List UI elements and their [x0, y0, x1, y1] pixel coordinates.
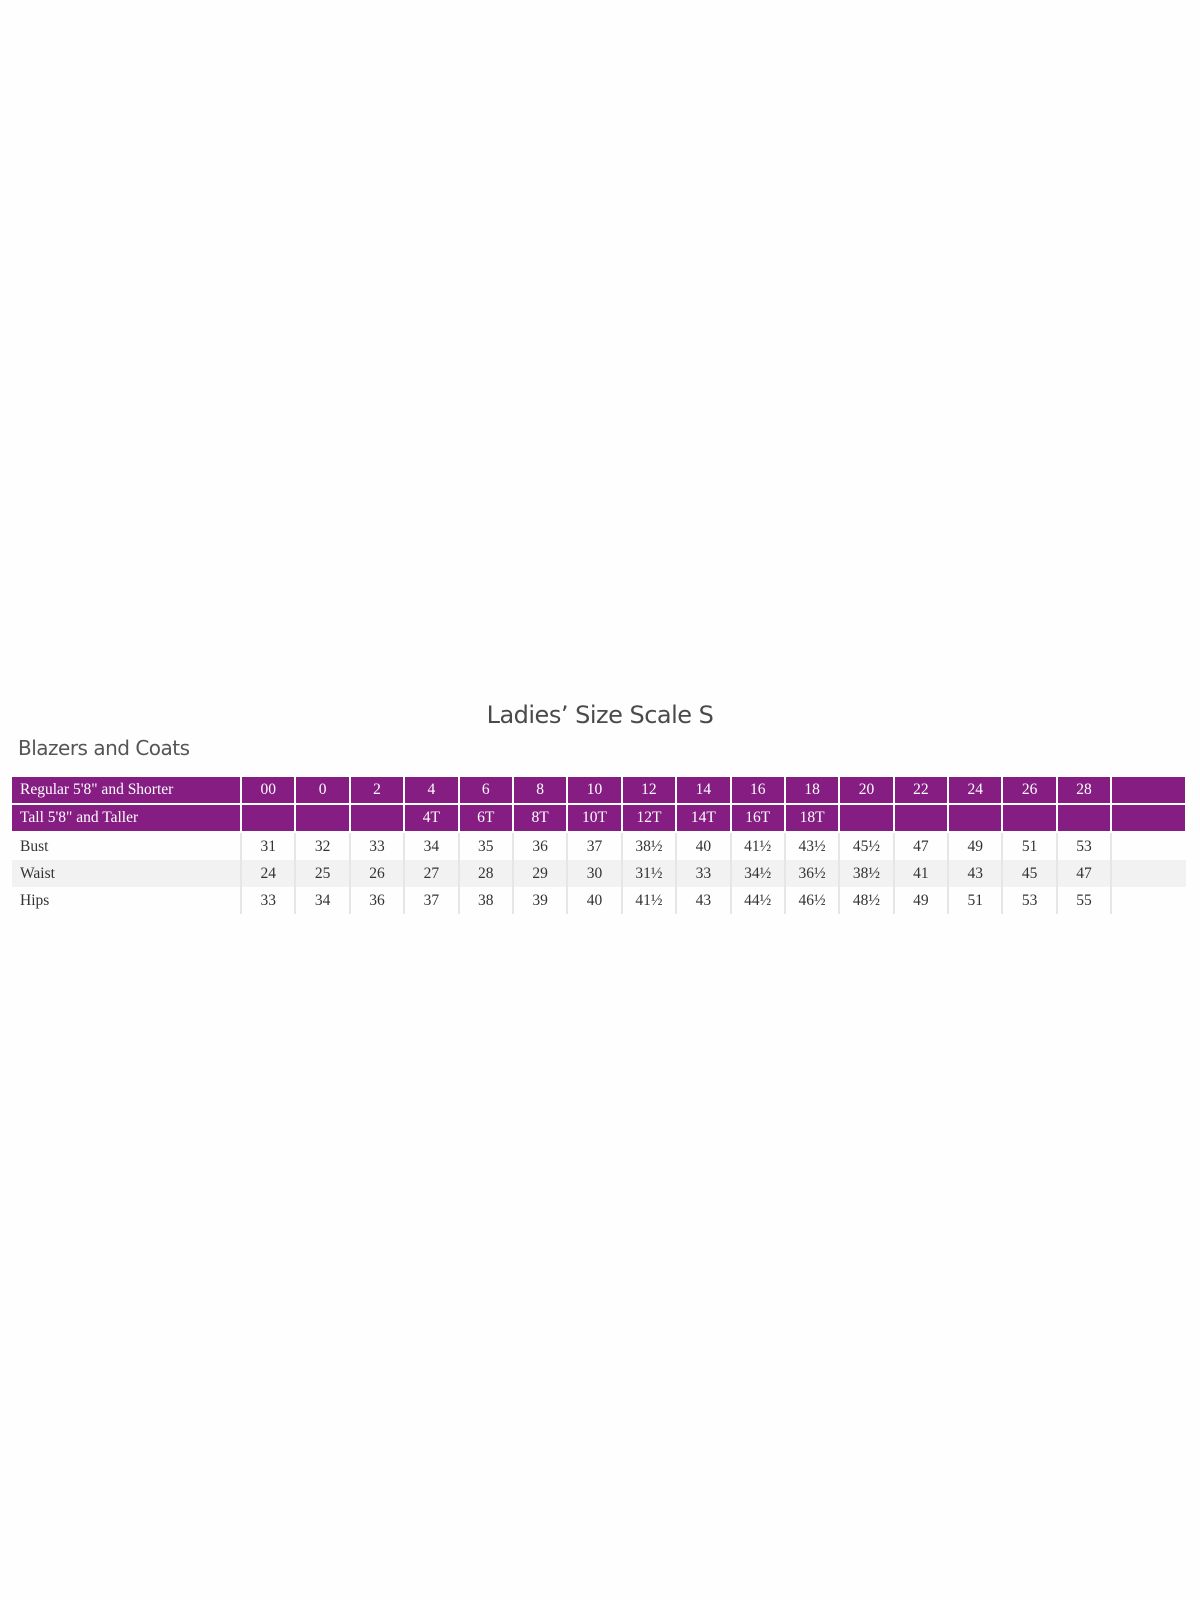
table-cell: 25: [294, 860, 350, 887]
table-cell: 26: [1001, 775, 1058, 805]
row-label: Regular 5'8" and Shorter: [12, 775, 242, 805]
table-row: Bust 31 32 33 34 35 36 37 38½ 40 41½ 43½ 45½ 47 49 51 53: [12, 832, 1187, 860]
header-row: Regular 5'8" and Shorter 00 0 2 4 6 8 10 12 14 16 1…: [12, 775, 1188, 805]
table-cell: [1001, 803, 1058, 833]
table-cell: 6: [457, 775, 514, 805]
table-cell: 51: [947, 887, 1003, 914]
table-cell: 38½: [838, 860, 894, 887]
table-cell: 2: [348, 775, 406, 805]
table-cell: 35: [457, 832, 513, 860]
table-cell: [1110, 887, 1187, 914]
table-cell: 33: [348, 832, 405, 860]
table-cell: 0: [294, 775, 351, 805]
table-cell: 18: [783, 775, 841, 805]
table-cell: [239, 803, 297, 833]
table-cell: 33: [675, 860, 731, 887]
table-cell: 41: [892, 860, 949, 887]
table-cell: [1110, 860, 1187, 887]
table-cell: 53: [1001, 887, 1057, 914]
table-cell: 37: [566, 832, 622, 860]
table-cell: [892, 803, 950, 833]
table-cell: 36½: [783, 860, 840, 887]
table-cell: 16: [729, 775, 786, 805]
table-cell: 47: [892, 832, 949, 860]
table-cell: 36: [348, 887, 405, 914]
table-cell: 34: [403, 832, 459, 860]
table-cell: 14T: [675, 803, 732, 833]
table-cell: 31½: [620, 860, 677, 887]
table-cell: 34½: [729, 860, 785, 887]
table-cell: 38: [457, 887, 513, 914]
table-cell: [838, 803, 895, 833]
table-cell: 33: [239, 887, 296, 914]
table-cell: 32: [294, 832, 350, 860]
table-cell: 26: [348, 860, 405, 887]
table-cell: 38½: [620, 832, 677, 860]
row-label: Bust: [20, 837, 49, 855]
table-cell: 45: [1001, 860, 1057, 887]
chart-title: Ladies’ Size Scale S: [486, 701, 714, 729]
table-cell: 53: [1055, 832, 1112, 860]
table-cell: 12: [620, 775, 678, 805]
row-label: Tall 5'8" and Taller: [12, 803, 242, 833]
table-cell: [1110, 803, 1188, 833]
table-row: Waist 24 25 26 27 28 29 30 31½ 33 34½ 36½ 38½ 41 43 45 4…: [12, 860, 1187, 887]
size-table: Regular 5'8" and Shorter 00 0 2 4 6 8 10 12 14 16 1…: [12, 775, 1188, 914]
table-cell: 43: [675, 887, 731, 914]
table-cell: 18T: [783, 803, 841, 833]
table-cell: 51: [1001, 832, 1057, 860]
table-cell: 36: [511, 832, 568, 860]
table-cell: 14: [675, 775, 732, 805]
table-row: Hips 33 34 36 37 38 39 40 41½ 43 44½ 46½ 48½ 49 51 53 55: [12, 887, 1187, 914]
row-label: Hips: [20, 891, 50, 909]
table-cell: 46½: [783, 887, 840, 914]
table-cell: 29: [511, 860, 568, 887]
section-title: Blazers and Coats: [18, 736, 190, 760]
table-cell: 39: [511, 887, 568, 914]
table-cell: 31: [239, 832, 296, 860]
row-label: Waist: [12, 860, 241, 887]
table-cell: 00: [239, 775, 297, 805]
table-cell: 24: [947, 775, 1004, 805]
table-cell: 12T: [620, 803, 678, 833]
table-cell: 49: [947, 832, 1003, 860]
table-cell: 55: [1055, 887, 1112, 914]
header-row: Tall 5'8" and Taller 4T 6T 8T 10T 12T 14T 16T 18…: [12, 803, 1188, 833]
table-cell: 8T: [511, 803, 569, 833]
table-cell: 6T: [457, 803, 514, 833]
table-cell: 10: [566, 775, 623, 805]
table-cell: [1055, 803, 1113, 833]
table-cell: 40: [566, 887, 622, 914]
table-cell: 28: [1055, 775, 1113, 805]
table-cell: 47: [1055, 860, 1112, 887]
table-cell: 20: [838, 775, 895, 805]
table-cell: 43: [947, 860, 1003, 887]
table-cell: [1110, 775, 1188, 805]
table-cell: 41½: [729, 832, 785, 860]
table-cell: 30: [566, 860, 622, 887]
table-cell: 48½: [838, 887, 894, 914]
table-cell: 44½: [729, 887, 785, 914]
table-cell: 37: [403, 887, 459, 914]
table-cell: 49: [892, 887, 949, 914]
table-cell: 16T: [729, 803, 786, 833]
table-cell: 41½: [620, 887, 677, 914]
table-cell: [947, 803, 1004, 833]
table-cell: 28: [457, 860, 513, 887]
table-cell: 27: [403, 860, 459, 887]
table-cell: 4: [403, 775, 460, 805]
table-cell: [1110, 832, 1187, 860]
table-cell: 40: [675, 832, 731, 860]
table-cell: [294, 803, 351, 833]
table-cell: 8: [511, 775, 569, 805]
table-cell: [348, 803, 406, 833]
table-cell: 45½: [838, 832, 894, 860]
table-cell: 24: [239, 860, 296, 887]
table-cell: 34: [294, 887, 350, 914]
table-cell: 4T: [403, 803, 460, 833]
table-cell: 10T: [566, 803, 623, 833]
table-cell: 22: [892, 775, 950, 805]
table-cell: 43½: [783, 832, 840, 860]
